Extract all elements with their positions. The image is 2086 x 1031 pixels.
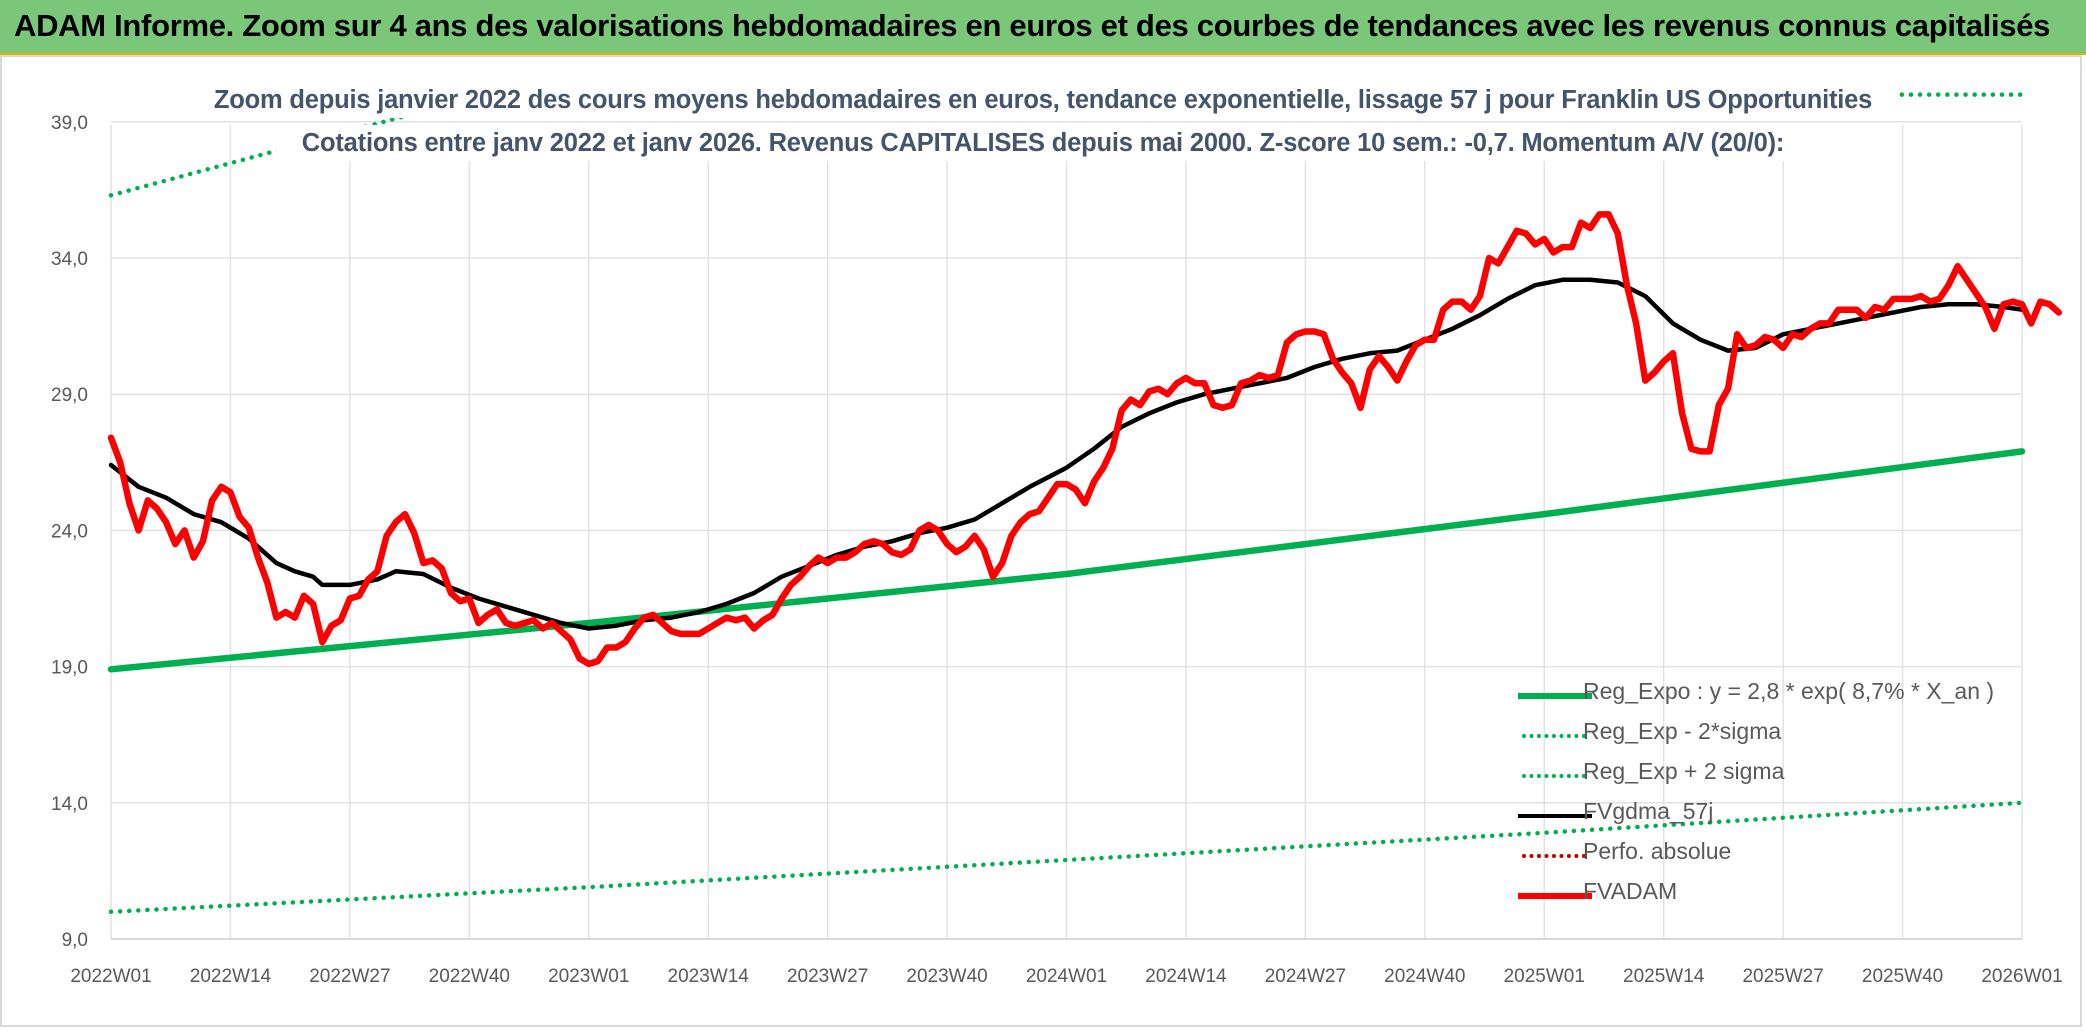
chart-legend: Reg_Expo : y = 2,8 * exp( 8,7% * X_an ) R…: [1512, 676, 1995, 916]
legend-label: Perfo. absolue: [1583, 838, 1732, 864]
legend-item: Reg_Exp + 2 sigma: [1512, 756, 1992, 796]
legend-item: Perfo. absolue: [1512, 836, 1992, 876]
x-tick-label: 2026W01: [1981, 966, 2062, 987]
x-tick-label: 2022W40: [429, 966, 510, 987]
series-line-fvadam: [107, 211, 2063, 668]
x-tick-label: 2022W01: [70, 966, 151, 987]
y-tick-label: 29,0: [51, 385, 88, 406]
x-tick-label: 2025W14: [1623, 966, 1705, 987]
legend-label: FVgdma_57j: [1583, 798, 1714, 824]
y-tick-label: 9,0: [62, 930, 88, 951]
legend-label: Reg_Expo : y = 2,8 * exp( 8,7% * X_an ): [1583, 678, 1995, 704]
x-tick-label: 2022W14: [190, 966, 272, 987]
x-tick-label: 2024W14: [1145, 966, 1227, 987]
legend-swatch: [1518, 813, 1592, 818]
legend-item: FVADAM: [1512, 876, 1992, 916]
series-line-reg-exp-2-sigma: [108, 97, 454, 198]
x-tick-label: 2023W14: [668, 966, 750, 987]
x-tick-label: 2022W27: [309, 966, 390, 987]
y-tick-label: 19,0: [51, 658, 88, 679]
x-tick-label: 2024W01: [1026, 966, 1107, 987]
series-line-reg-expo-y-2-8-exp-8-7-x-an: [107, 448, 2026, 673]
legend-swatch: [1518, 692, 1592, 699]
legend-label: Reg_Exp - 2*sigma: [1583, 718, 1782, 744]
x-tick-label: 2023W40: [906, 966, 987, 987]
x-tick-label: 2024W40: [1384, 966, 1465, 987]
y-tick-label: 34,0: [51, 249, 88, 270]
legend-swatch: [1522, 774, 1586, 778]
y-tick-label: 14,0: [51, 794, 88, 815]
legend-swatch: [1522, 854, 1586, 858]
report-title: ADAM Informe. Zoom sur 4 ans des valoris…: [14, 8, 2051, 43]
legend-swatch: [1518, 892, 1592, 899]
x-tick-label: 2023W01: [548, 966, 629, 987]
series-line-reg-exp-2-sigma: [108, 800, 2025, 915]
x-tick-label: 2025W01: [1504, 966, 1585, 987]
legend-swatch: [1522, 734, 1586, 738]
series-line-fvgdma-57j: [108, 277, 2025, 631]
report-banner: ADAM Informe. Zoom sur 4 ans des valoris…: [0, 0, 2086, 55]
x-tick-label: 2025W40: [1862, 966, 1943, 987]
y-tick-label: 39,0: [51, 113, 88, 134]
legend-label: FVADAM: [1583, 878, 1678, 904]
y-tick-label: 24,0: [51, 521, 88, 542]
x-tick-label: 2025W27: [1742, 966, 1823, 987]
x-tick-label: 2023W27: [787, 966, 868, 987]
legend-item: FVgdma_57j: [1512, 796, 1992, 836]
x-tick-label: 2024W27: [1265, 966, 1346, 987]
legend-label: Reg_Exp + 2 sigma: [1583, 758, 1785, 784]
legend-item: Reg_Expo : y = 2,8 * exp( 8,7% * X_an ): [1512, 676, 1995, 716]
legend-item: Reg_Exp - 2*sigma: [1512, 716, 1992, 756]
chart-frame: [0, 55, 2082, 1027]
